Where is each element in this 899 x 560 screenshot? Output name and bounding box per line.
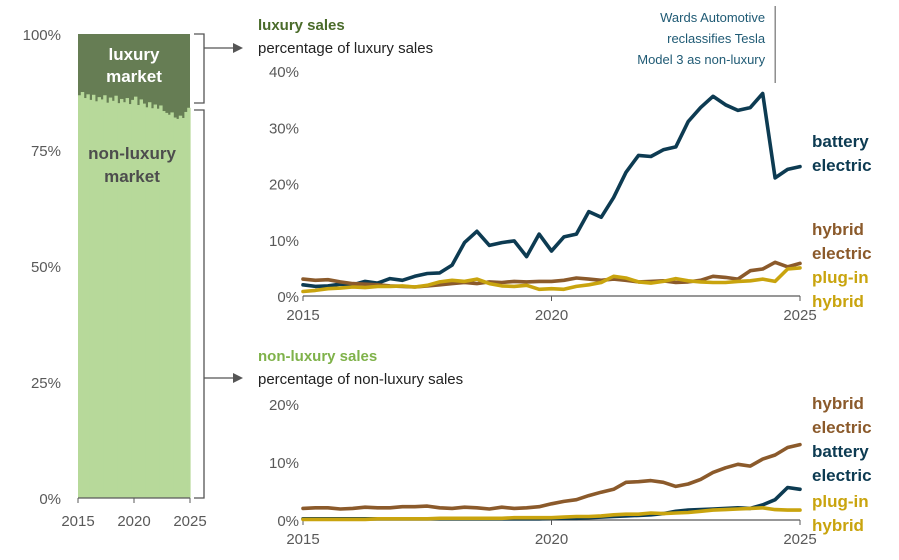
luxury-sales-chart: luxury sales percentage of luxury sales … [258, 6, 872, 324]
nonluxury-bar [142, 103, 146, 498]
y-tick-label: 0% [39, 491, 61, 508]
x-tick-label: 2025 [783, 307, 816, 324]
x-tick-label: 2015 [286, 307, 319, 324]
luxury-label: luxury [108, 45, 160, 64]
nonluxury-bar [162, 111, 166, 499]
nonluxury-bar [178, 115, 183, 498]
nonluxury-bar [128, 104, 132, 499]
nonluxury-bar [89, 99, 93, 498]
series-label-battery-electric: electric [812, 466, 872, 485]
nonluxury-bar [114, 95, 118, 498]
nonluxury-bar [83, 98, 87, 499]
nonluxury-bar [156, 108, 160, 498]
nonluxury-bar [86, 94, 90, 498]
nonluxury-bracket [194, 109, 205, 499]
series-label-hybrid-electric: electric [812, 418, 872, 437]
luxury-chart-subtitle: percentage of luxury sales [258, 40, 433, 57]
nonluxury-bar [92, 94, 96, 498]
series-label-plug-in-hybrid: hybrid [812, 516, 864, 535]
nonluxury-label: non-luxury [88, 144, 176, 163]
nonluxury-bar [187, 107, 191, 498]
nonluxury-bar [100, 99, 104, 498]
series-label-battery-electric: battery [812, 442, 869, 461]
y-tick-label: 20% [269, 397, 299, 414]
nonluxury-bar [122, 102, 127, 498]
nonluxury-bar [134, 96, 138, 498]
x-tick-label: 2020 [117, 513, 150, 530]
y-tick-label: 20% [269, 177, 299, 194]
nonluxury-bar [108, 97, 113, 499]
series-label-battery-electric: electric [812, 156, 872, 175]
y-tick-label: 75% [31, 143, 61, 160]
x-tick-label: 2025 [173, 513, 206, 530]
nonluxury-bar [117, 103, 121, 499]
luxury-label: market [106, 67, 162, 86]
y-tick-label: 40% [269, 64, 299, 81]
series-label-hybrid-electric: hybrid [812, 394, 864, 413]
nonluxury-bar [80, 92, 85, 498]
x-tick-label: 2015 [61, 513, 94, 530]
nonluxury-bar [78, 95, 82, 499]
annotation-text: Wards Automotive [660, 10, 765, 25]
nonluxury-bar [131, 99, 135, 498]
nonluxury-label: market [104, 167, 160, 186]
y-tick-label: 30% [269, 120, 299, 137]
nonluxury-bar [181, 117, 185, 498]
x-tick-label: 2020 [535, 531, 568, 548]
nonluxury-bar [145, 107, 149, 498]
nonluxury-bar [148, 102, 152, 498]
nonluxury-bar [159, 105, 163, 499]
panel-connectors [194, 33, 243, 499]
nonluxury-bar [136, 104, 141, 498]
nonluxury-bar [111, 100, 115, 498]
series-line-hybrid-electric [301, 442, 802, 511]
series-label-plug-in-hybrid: hybrid [812, 292, 864, 311]
x-tick-label: 2015 [286, 531, 319, 548]
x-tick-label: 2025 [783, 531, 816, 548]
y-tick-label: 10% [269, 455, 299, 472]
annotation-text: reclassifies Tesla [667, 31, 766, 46]
nonluxury-bar [184, 111, 188, 499]
nonluxury-bar [139, 99, 143, 498]
nonluxury-bar [106, 102, 110, 498]
y-tick-label: 50% [31, 259, 61, 276]
x-tick-label: 2020 [535, 307, 568, 324]
y-tick-label: 25% [31, 375, 61, 392]
nonluxury-arrow-head [233, 373, 243, 383]
series-line-battery-electric [301, 91, 802, 289]
nonluxury-chart-title: non-luxury sales [258, 348, 377, 365]
nonluxury-bar [173, 117, 177, 499]
y-tick-label: 0% [277, 289, 299, 306]
series-label-hybrid-electric: hybrid [812, 220, 864, 239]
nonluxury-bar [170, 112, 174, 498]
series-label-hybrid-electric: electric [812, 244, 872, 263]
nonluxury-bar [153, 104, 157, 498]
market-share-chart: 0% 25% 50% 75% 100% 2015 2020 2025 luxury market n… [23, 27, 207, 530]
series-line-plug-in-hybrid [301, 266, 802, 294]
y-tick-label: 10% [269, 233, 299, 250]
nonluxury-bar [97, 97, 101, 498]
nonluxury-chart-subtitle: percentage of non-luxury sales [258, 371, 463, 388]
nonluxury-sales-chart: non-luxury sales percentage of non-luxur… [258, 348, 872, 548]
series-label-plug-in-hybrid: plug-in [812, 268, 869, 287]
series-label-plug-in-hybrid: plug-in [812, 492, 869, 511]
nonluxury-bar [164, 112, 169, 498]
nonluxury-bar [103, 95, 107, 499]
nonluxury-bar [167, 114, 171, 499]
nonluxury-bar [176, 118, 180, 499]
series-line-plug-in-hybrid [301, 505, 802, 522]
nonluxury-bar [94, 101, 99, 498]
luxury-arrow-head [233, 43, 243, 53]
nonluxury-bar [150, 108, 155, 499]
series-label-battery-electric: battery [812, 132, 869, 151]
annotation-text: Model 3 as non-luxury [637, 52, 765, 67]
nonluxury-bar [120, 98, 124, 499]
y-tick-label: 100% [23, 27, 61, 44]
luxury-bracket [194, 33, 205, 104]
luxury-chart-title: luxury sales [258, 17, 345, 34]
nonluxury-bar [125, 98, 129, 499]
y-tick-label: 0% [277, 513, 299, 530]
